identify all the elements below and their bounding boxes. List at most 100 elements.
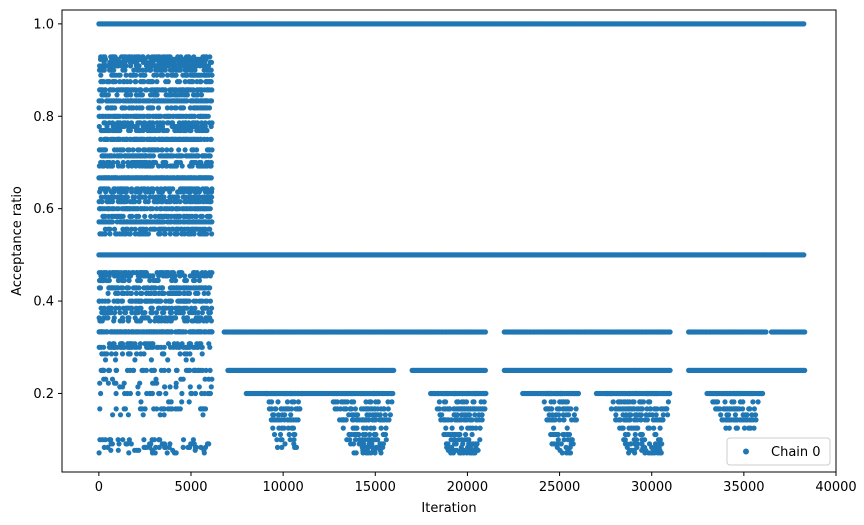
data-point	[164, 450, 170, 456]
data-point	[387, 412, 393, 418]
data-point	[207, 367, 213, 373]
data-point	[125, 412, 131, 418]
data-point	[121, 277, 127, 284]
data-point	[115, 206, 122, 212]
data-point	[378, 450, 384, 456]
data-point	[145, 231, 151, 237]
data-point	[117, 310, 123, 316]
data-point	[207, 206, 213, 212]
data-point	[187, 384, 193, 390]
data-point	[145, 199, 151, 205]
data-point	[208, 318, 214, 324]
data-point	[340, 425, 346, 431]
data-point	[99, 199, 105, 205]
data-point	[143, 226, 149, 232]
data-point	[99, 367, 106, 373]
data-point	[209, 120, 215, 126]
data-point	[151, 285, 157, 291]
data-point	[207, 226, 213, 232]
data-point	[105, 92, 111, 98]
data-point	[295, 399, 301, 405]
data-point	[106, 277, 112, 284]
data-point	[156, 444, 162, 450]
data-point	[194, 270, 200, 276]
data-point	[113, 367, 119, 373]
data-point	[97, 406, 103, 412]
data-points	[96, 21, 808, 456]
data-point	[204, 318, 210, 324]
data-point	[103, 329, 109, 335]
data-point	[169, 406, 175, 412]
data-point	[126, 285, 132, 291]
data-point	[98, 390, 104, 397]
data-point	[174, 231, 180, 237]
data-point	[110, 412, 116, 418]
data-point	[102, 231, 108, 237]
data-point	[168, 298, 174, 304]
data-point	[177, 351, 183, 357]
data-point	[284, 399, 291, 405]
data-point	[150, 153, 156, 159]
data-point	[122, 406, 128, 412]
data-point	[667, 367, 673, 373]
data-point	[180, 437, 187, 443]
data-point	[139, 92, 145, 98]
data-point	[332, 406, 338, 412]
data-point	[128, 441, 134, 447]
data-point	[127, 79, 133, 85]
data-point	[141, 351, 147, 357]
data-point	[289, 406, 295, 412]
data-point	[105, 186, 111, 192]
data-point	[109, 163, 116, 169]
data-point	[108, 136, 114, 142]
data-point	[139, 290, 145, 296]
data-point	[137, 329, 143, 335]
data-point	[449, 425, 455, 431]
data-point	[110, 120, 116, 126]
data-point	[382, 431, 389, 438]
data-point	[115, 136, 121, 142]
data-point	[207, 153, 213, 159]
data-point	[115, 329, 121, 335]
data-point	[163, 390, 169, 397]
data-point	[120, 384, 126, 390]
data-point	[149, 219, 155, 225]
data-point	[132, 341, 138, 347]
data-point	[208, 163, 214, 169]
data-point	[354, 425, 360, 431]
data-point	[481, 390, 487, 397]
data-point	[123, 310, 129, 316]
data-point	[199, 344, 205, 350]
data-point	[105, 298, 111, 304]
data-point	[457, 431, 463, 438]
data-point	[113, 175, 119, 181]
data-point	[127, 390, 133, 397]
data-point	[165, 219, 172, 225]
data-point	[152, 450, 158, 456]
data-point	[102, 87, 108, 93]
data-point	[120, 318, 126, 324]
data-point	[277, 390, 283, 397]
data-point	[136, 199, 142, 205]
data-point	[802, 367, 808, 373]
data-point	[102, 147, 109, 153]
data-point	[183, 357, 189, 363]
data-point	[205, 98, 211, 104]
data-point	[184, 87, 191, 93]
data-point	[209, 329, 215, 335]
data-point	[146, 113, 152, 119]
data-point	[96, 105, 102, 111]
data-point	[127, 175, 133, 181]
data-point	[135, 390, 141, 397]
data-point	[142, 406, 148, 412]
data-point	[106, 367, 113, 373]
data-point	[167, 231, 173, 237]
data-point	[146, 298, 152, 304]
data-point	[195, 290, 201, 296]
data-point	[102, 54, 108, 60]
data-point	[801, 252, 807, 258]
data-point	[132, 226, 138, 232]
data-point	[269, 399, 275, 405]
data-point	[801, 21, 807, 27]
data-point	[271, 431, 278, 438]
